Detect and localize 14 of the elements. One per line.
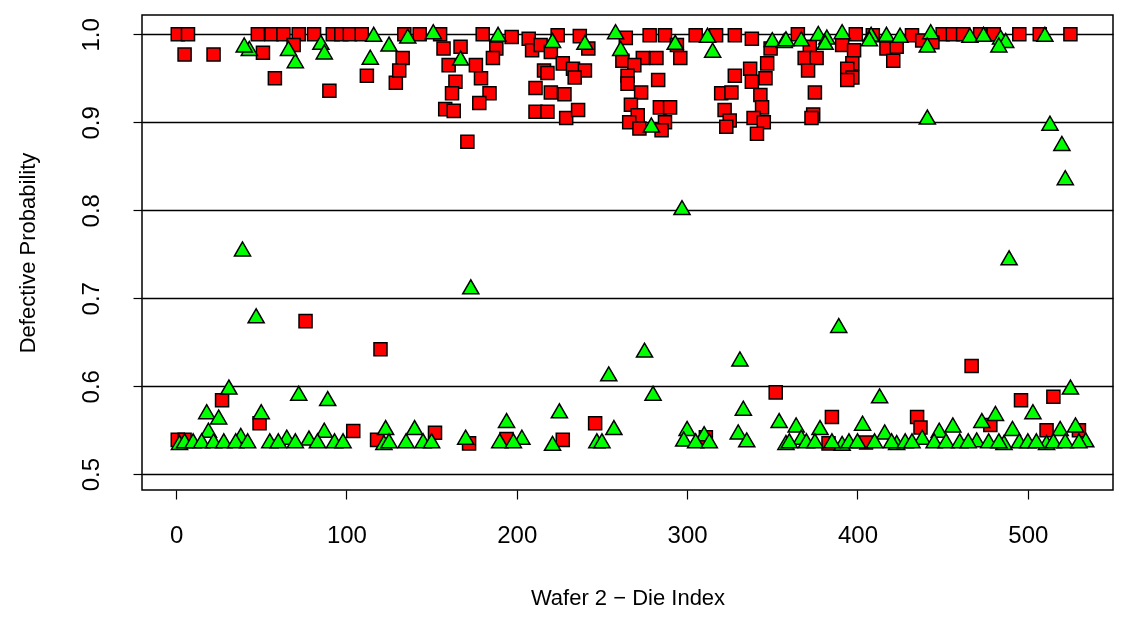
- y-axis-title: Defective Probability: [14, 152, 40, 354]
- y-tick-label: 1.0: [76, 18, 104, 52]
- y-tick-label: 0.8: [76, 194, 104, 228]
- x-tick-label: 400: [837, 520, 878, 548]
- x-tick-label: 500: [1008, 520, 1049, 548]
- x-axis-title: Wafer 2 − Die Index: [530, 584, 726, 610]
- x-tick-label: 0: [169, 520, 184, 548]
- y-tick-label: 0.5: [76, 457, 104, 492]
- y-tick-label: 0.7: [76, 282, 104, 316]
- x-tick-label: 100: [326, 520, 367, 548]
- x-tick-label: 300: [667, 520, 708, 548]
- y-tick-label: 0.6: [76, 370, 104, 404]
- x-tick-label: 200: [497, 520, 538, 548]
- y-tick-label: 0.9: [76, 106, 104, 140]
